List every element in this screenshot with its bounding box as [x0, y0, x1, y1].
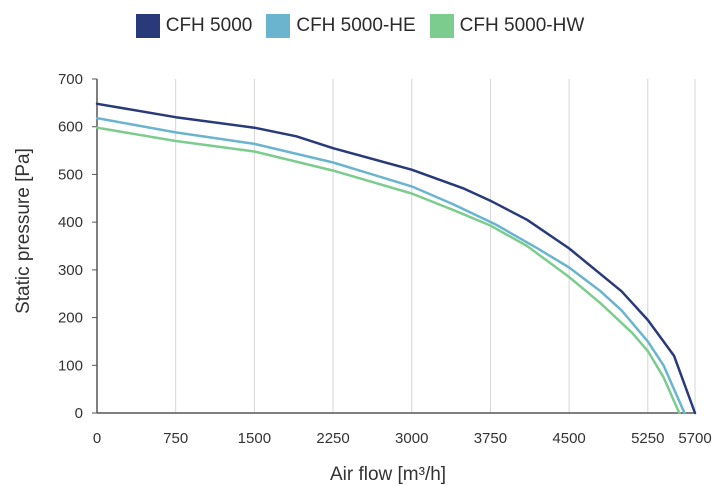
y-tick-label-500: 500: [58, 166, 83, 183]
x-tick-label-3000: 3000: [395, 430, 428, 447]
y-axis-title: Static pressure [Pa]: [13, 148, 34, 314]
x-tick-label-2250: 2250: [316, 430, 349, 447]
grid-lines: [175, 79, 696, 413]
x-tick-label-1500: 1500: [238, 430, 271, 447]
legend-label-cfh-5000: CFH 5000: [165, 15, 253, 36]
x-axis-title: Air flow [m³/h]: [330, 464, 446, 485]
x-tick-label-5700: 5700: [678, 430, 711, 447]
legend-swatch-cfh-5000-hw: [429, 14, 454, 38]
series-lines: [95, 102, 697, 415]
legend-label-cfh-5000-hw: CFH 5000-HW: [459, 15, 585, 36]
legend-label-cfh-5000-he: CFH 5000-HE: [296, 15, 416, 36]
legend-item-cfh-5000-he: CFH 5000-HE: [266, 14, 416, 38]
y-tick-label-700: 700: [58, 71, 83, 88]
series-line-cfh-5000-he: [95, 116, 686, 415]
x-tick-label-5250: 5250: [631, 430, 664, 447]
tick-labels: 0 750 1500 2250 3000 3750 4500 5250 5700 0 100 200 3…: [58, 71, 712, 447]
legend-swatch-cfh-5000-he: [266, 14, 291, 38]
x-tick-label-750: 750: [163, 430, 188, 447]
x-tick-label-4500: 4500: [552, 430, 585, 447]
legend: CFH 5000 CFH 5000-HE CFH 5000-HW: [0, 14, 720, 38]
x-tick-label-0: 0: [93, 430, 101, 447]
legend-item-cfh-5000-hw: CFH 5000-HW: [429, 14, 585, 38]
axes: [92, 78, 695, 414]
y-tick-label-0: 0: [75, 405, 83, 422]
y-tick-label-300: 300: [58, 262, 83, 279]
y-tick-label-600: 600: [58, 119, 83, 136]
legend-swatch-cfh-5000: [135, 14, 160, 38]
series-line-cfh-5000: [95, 102, 697, 415]
y-tick-label-100: 100: [58, 357, 83, 374]
y-tick-label-200: 200: [58, 310, 83, 327]
y-tick-label-400: 400: [58, 214, 83, 231]
legend-item-cfh-5000: CFH 5000: [135, 14, 253, 38]
series-line-cfh-5000-hw: [95, 126, 681, 415]
x-tick-label-3750: 3750: [474, 430, 507, 447]
